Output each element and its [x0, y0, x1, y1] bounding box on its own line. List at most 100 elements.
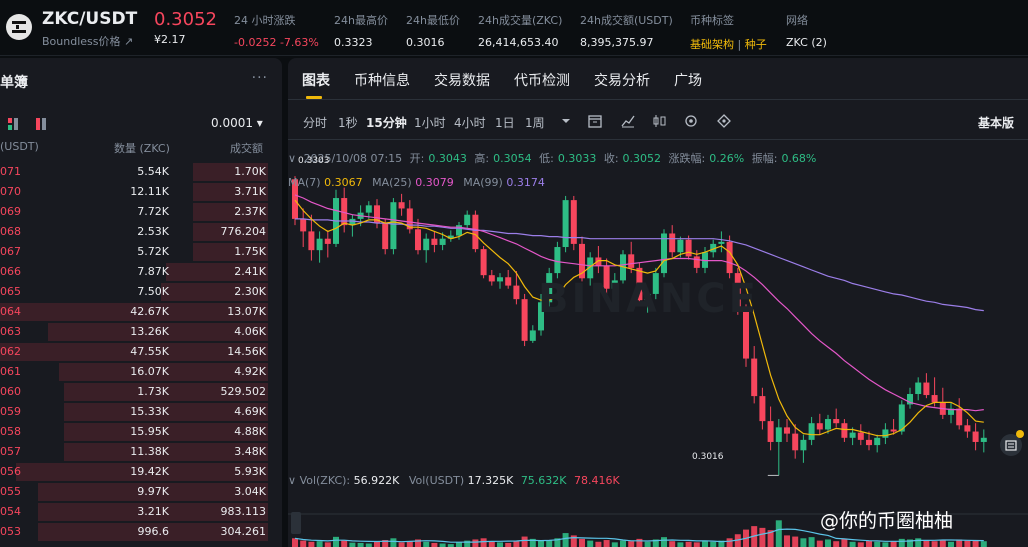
- volume-bar: [423, 541, 430, 547]
- volume-bar: [365, 543, 372, 547]
- ask-row[interactable]: 066 7.87K 2.41K: [0, 262, 282, 282]
- interval-15m[interactable]: 15分钟: [366, 116, 407, 130]
- volume-bar: [587, 540, 594, 547]
- candle-body: [874, 437, 881, 446]
- depth-bar: [160, 283, 268, 301]
- tab-chart[interactable]: 图表: [302, 73, 330, 89]
- ask-price: 057: [0, 445, 21, 458]
- volume-bar: [661, 537, 667, 547]
- ask-row[interactable]: 056 19.42K 5.93K: [0, 462, 282, 482]
- candle-body: [513, 285, 520, 300]
- more-icon[interactable]: ···: [251, 70, 268, 86]
- candle-body: [718, 241, 725, 244]
- volume-bar: [907, 539, 913, 547]
- price-cny: ¥2.17: [154, 33, 186, 46]
- interval-1w[interactable]: 1周: [525, 116, 545, 130]
- ask-price: 061: [0, 365, 21, 378]
- ask-row[interactable]: 062 47.55K 14.56K: [0, 342, 282, 362]
- ask-row[interactable]: 064 42.67K 13.07K: [0, 302, 282, 322]
- candle-body: [784, 427, 790, 434]
- volume-bar: [374, 541, 380, 547]
- tab-square[interactable]: 广场: [674, 73, 702, 89]
- collapse-icon[interactable]: ∨: [288, 152, 297, 165]
- candlestick-chart[interactable]: [288, 140, 1028, 547]
- tab-coin-info[interactable]: 币种信息: [354, 73, 410, 89]
- candle-body: [882, 429, 889, 438]
- interval-1h[interactable]: 1小时: [414, 116, 446, 130]
- side-collapse-handle[interactable]: [291, 512, 301, 534]
- volume-bar: [898, 538, 905, 547]
- ask-quantity: 7.50K: [137, 285, 169, 298]
- depth-bar: [192, 163, 268, 181]
- depth-bar: [58, 363, 268, 381]
- volume-bar: [833, 541, 840, 547]
- candle-body: [849, 432, 856, 438]
- author-watermark: @你的币圈柚柚: [820, 510, 954, 532]
- ask-row[interactable]: 061 16.07K 4.92K: [0, 362, 282, 382]
- candle-body: [415, 229, 421, 251]
- ask-row[interactable]: 071 5.54K 1.70K: [0, 162, 282, 182]
- settings-icon[interactable]: [683, 113, 699, 129]
- ask-price: 066: [0, 265, 21, 278]
- volume-collapse-icon[interactable]: ∨: [288, 474, 297, 487]
- layers-icon[interactable]: [716, 113, 732, 129]
- ask-row[interactable]: 067 5.72K 1.75K: [0, 242, 282, 262]
- interval-1d[interactable]: 1日: [495, 116, 515, 130]
- exchange-watermark: BINANCE: [538, 276, 759, 322]
- volume-bar: [939, 540, 946, 547]
- tab-trade-analysis[interactable]: 交易分析: [594, 73, 650, 89]
- ask-row[interactable]: 060 1.73K 529.502: [0, 382, 282, 402]
- candle-style-icon[interactable]: [651, 113, 667, 129]
- ask-row[interactable]: 053 996.6 304.261: [0, 522, 282, 542]
- interval-1s[interactable]: 1秒: [338, 116, 358, 130]
- candle-body: [464, 214, 471, 226]
- ask-row[interactable]: 054 3.21K 983.113: [0, 502, 282, 522]
- tab-token-check[interactable]: 代币检测: [514, 73, 570, 89]
- candle-body: [546, 273, 553, 303]
- ask-quantity: 7.87K: [137, 265, 169, 278]
- coin-price-link[interactable]: Boundless价格 ↗: [42, 35, 134, 48]
- snapshot-button[interactable]: [1000, 434, 1022, 456]
- tag-infrastructure[interactable]: 基础架构: [690, 38, 734, 51]
- ask-row[interactable]: 065 7.50K 2.30K: [0, 282, 282, 302]
- basic-version-toggle[interactable]: 基本版: [977, 116, 1014, 130]
- volume-bar: [570, 535, 577, 547]
- network-value[interactable]: ZKC (2): [786, 36, 827, 49]
- volume-bar: [792, 536, 799, 547]
- tab-trading-data[interactable]: 交易数据: [434, 73, 490, 89]
- tag-seed[interactable]: 种子: [744, 38, 767, 51]
- order-book-both-icon[interactable]: [8, 118, 18, 130]
- candle-body: [341, 198, 348, 226]
- precision-select[interactable]: 0.0001 ▾: [211, 116, 263, 130]
- interval-time[interactable]: 分时: [303, 116, 328, 130]
- ask-quantity: 1.73K: [137, 385, 169, 398]
- ask-row[interactable]: 059 15.33K 4.69K: [0, 402, 282, 422]
- candle-body: [529, 330, 536, 341]
- ask-price: 069: [0, 205, 21, 218]
- ask-row[interactable]: 057 11.38K 3.48K: [0, 442, 282, 462]
- ask-row[interactable]: 063 13.26K 4.06K: [0, 322, 282, 342]
- ask-quantity: 5.72K: [137, 245, 169, 258]
- ask-row[interactable]: 070 12.11K 3.71K: [0, 182, 282, 202]
- candle-body: [751, 358, 758, 397]
- ask-row[interactable]: 069 7.72K 2.37K: [0, 202, 282, 222]
- ask-row[interactable]: 058 15.95K 4.88K: [0, 422, 282, 442]
- more-intervals-icon[interactable]: [558, 113, 574, 129]
- volume-bar: [546, 540, 553, 547]
- volume-bar: [841, 538, 848, 547]
- pair-name[interactable]: ZKC/USDT: [42, 9, 138, 29]
- candle-body: [480, 249, 487, 276]
- candle-body: [587, 257, 594, 279]
- candle-body: [669, 233, 676, 253]
- volume-bar: [456, 542, 462, 547]
- ask-row[interactable]: 068 2.53K 776.204: [0, 222, 282, 242]
- volume-bar: [415, 539, 421, 547]
- ask-row[interactable]: 055 9.97K 3.04K: [0, 482, 282, 502]
- order-book-asks-icon[interactable]: [36, 118, 46, 130]
- interval-4h[interactable]: 4小时: [454, 116, 486, 130]
- volume-bar: [964, 540, 971, 547]
- ask-quantity: 15.33K: [130, 405, 169, 418]
- indicator-icon[interactable]: [620, 113, 636, 129]
- calendar-icon[interactable]: [587, 113, 603, 129]
- ask-price: 059: [0, 405, 21, 418]
